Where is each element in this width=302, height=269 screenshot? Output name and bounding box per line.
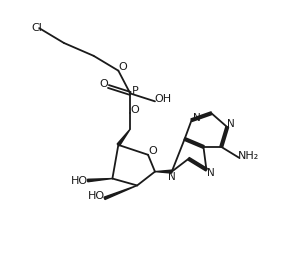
- Polygon shape: [155, 170, 172, 173]
- Text: NH₂: NH₂: [238, 151, 260, 161]
- Polygon shape: [104, 185, 137, 200]
- Text: N: N: [227, 119, 235, 129]
- Polygon shape: [117, 129, 130, 146]
- Text: OH: OH: [154, 94, 172, 104]
- Text: O: O: [99, 79, 108, 89]
- Text: P: P: [132, 86, 139, 97]
- Text: N: N: [168, 172, 176, 182]
- Text: N: N: [193, 113, 201, 123]
- Text: HO: HO: [88, 191, 105, 201]
- Text: HO: HO: [71, 175, 88, 186]
- Text: N: N: [207, 168, 214, 178]
- Text: O: O: [131, 105, 140, 115]
- Text: O: O: [149, 146, 157, 156]
- Text: O: O: [118, 62, 127, 72]
- Text: Cl: Cl: [32, 23, 43, 33]
- Polygon shape: [88, 179, 112, 182]
